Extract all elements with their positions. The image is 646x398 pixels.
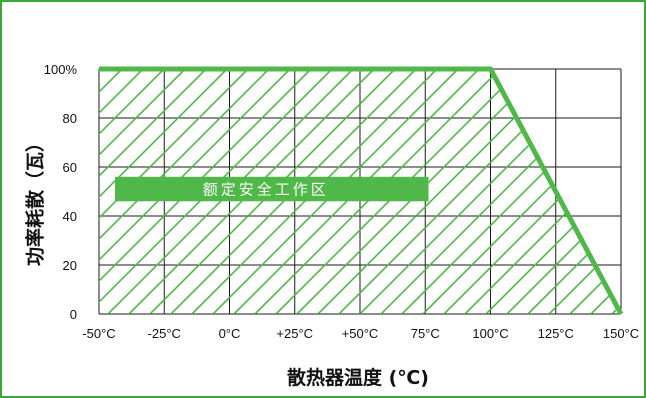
hatch-line: [633, 69, 646, 314]
x-tick-label: 0°C: [219, 326, 241, 341]
derating-curve: [99, 66, 624, 316]
x-tick-label: -50°C: [82, 326, 115, 341]
x-tick-label: 100°C: [472, 326, 508, 341]
hatch-line: [401, 69, 621, 314]
y-tick-label: 20: [63, 258, 77, 273]
x-tick-label: 150°C: [603, 326, 639, 341]
hatch-line: [422, 69, 621, 314]
hatch-line: [569, 69, 621, 314]
x-tick-labels: -50°C -25°C 0°C +25°C +50°C 75°C 100°C 125°C 150…: [82, 326, 639, 341]
hatch-line: [99, 69, 165, 314]
hatch-line: [548, 69, 621, 314]
x-tick-label: 75°C: [411, 326, 440, 341]
hatch-line: [99, 69, 207, 314]
hatch-line: [527, 69, 621, 314]
y-tick-label: 0: [70, 307, 77, 322]
hatch-line: [611, 69, 621, 314]
x-tick-label: +25°C: [276, 326, 313, 341]
y-tick-label: 60: [63, 160, 77, 175]
hatch-line: [99, 69, 144, 314]
hatch-line: [506, 69, 621, 314]
safe-zone-label-box: [115, 176, 429, 202]
hatch-line: [99, 69, 186, 314]
x-tick-label: -25°C: [148, 326, 181, 341]
x-axis-title: 散热器温度 (℃): [287, 366, 429, 389]
y-tick-label: 80: [63, 111, 77, 126]
hatch-line: [99, 69, 102, 314]
y-tick-label: 100%: [44, 62, 78, 77]
y-tick-label: 40: [63, 209, 77, 224]
y-axis-title: 功率耗散（瓦）: [24, 133, 47, 266]
x-tick-label: +50°C: [342, 326, 379, 341]
safe-zone-label: 额定安全工作区: [203, 181, 329, 199]
hatch-line: [99, 69, 228, 314]
x-tick-label: 125°C: [538, 326, 574, 341]
y-tick-labels: 0 20 40 60 80 100%: [44, 62, 78, 322]
